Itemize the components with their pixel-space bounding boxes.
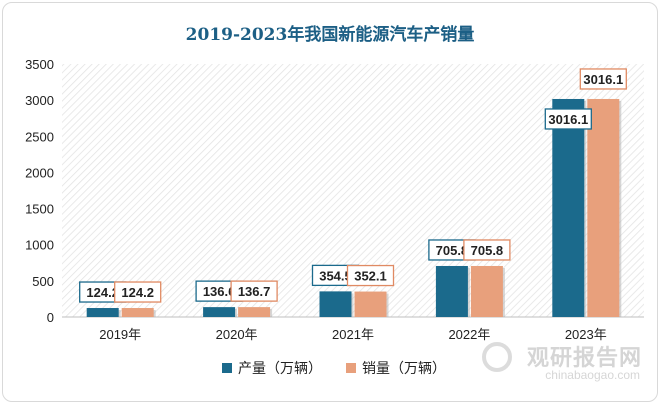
data-label-box bbox=[579, 68, 627, 90]
watermark-text: 观研报告网 bbox=[526, 345, 642, 370]
data-label-box bbox=[346, 264, 395, 287]
data-label-sales: 136.7 bbox=[238, 284, 271, 299]
y-tick-label: 1000 bbox=[25, 238, 54, 253]
legend-label-production: 产量（万辆） bbox=[238, 360, 322, 376]
bar-production bbox=[319, 291, 352, 317]
x-tick-label: 2020年 bbox=[216, 327, 258, 342]
y-tick-label: 3000 bbox=[25, 93, 54, 108]
bar-production bbox=[86, 308, 119, 317]
data-label-box bbox=[544, 108, 592, 130]
data-label-sales: 705.8 bbox=[471, 243, 504, 258]
data-label-production: 705.8 bbox=[436, 243, 469, 258]
data-label-production: 124.2 bbox=[86, 285, 119, 300]
y-tick-label: 0 bbox=[47, 310, 54, 325]
y-tick-label: 2000 bbox=[25, 165, 54, 180]
legend-swatch-sales bbox=[346, 363, 356, 373]
data-label-sales: 352.1 bbox=[354, 269, 387, 284]
legend: 产量（万辆） 销量（万辆） bbox=[0, 352, 660, 382]
data-label-box bbox=[114, 281, 162, 303]
y-tick-label: 2500 bbox=[25, 129, 54, 144]
watermark-logo-icon bbox=[482, 342, 512, 372]
bar-sales bbox=[587, 98, 620, 317]
legend-swatch-production bbox=[222, 363, 232, 373]
y-tick-label: 500 bbox=[32, 274, 54, 289]
bar-sales bbox=[470, 265, 503, 317]
x-tick-label: 2023年 bbox=[565, 327, 607, 342]
legend-label-sales: 销量（万辆） bbox=[362, 360, 446, 376]
x-tick-label: 2021年 bbox=[332, 327, 374, 342]
x-tick-label: 2019年 bbox=[99, 327, 141, 342]
data-labels: 124.2 136.6 354.5 705.8 3016.1 124.2 136.7 352.… bbox=[79, 68, 627, 303]
x-axis: 2019年 2020年 2021年 2022年 2023年 bbox=[62, 316, 644, 342]
bar-sales bbox=[238, 307, 271, 317]
data-label-box bbox=[230, 280, 278, 302]
data-label-production: 3016.1 bbox=[548, 112, 588, 127]
data-label-production: 354.5 bbox=[319, 268, 352, 283]
bar-production bbox=[552, 98, 585, 317]
bar-production bbox=[203, 307, 236, 317]
bar-sales bbox=[121, 308, 154, 317]
legend-item-sales[interactable]: 销量（万辆） bbox=[346, 358, 446, 378]
watermark: 观研报告网 chinabaogao.com bbox=[482, 340, 642, 384]
watermark-url: chinabaogao.com bbox=[545, 368, 640, 382]
chart-title: 2019-2023年我国新能源汽车产销量 bbox=[185, 25, 475, 45]
bar-sales bbox=[354, 291, 387, 317]
data-label-box bbox=[463, 239, 511, 261]
bar-production bbox=[435, 265, 468, 317]
data-label-production: 136.6 bbox=[203, 284, 236, 299]
y-axis: 0 500 1000 1500 2000 2500 3000 3500 bbox=[25, 57, 54, 325]
x-tick-label: 2022年 bbox=[448, 327, 490, 342]
data-label-sales: 3016.1 bbox=[583, 72, 623, 87]
legend-item-production[interactable]: 产量（万辆） bbox=[222, 358, 322, 378]
y-tick-label: 3500 bbox=[25, 57, 54, 72]
bars bbox=[86, 98, 622, 317]
data-label-sales: 124.2 bbox=[121, 285, 154, 300]
y-tick-label: 1500 bbox=[25, 202, 54, 217]
